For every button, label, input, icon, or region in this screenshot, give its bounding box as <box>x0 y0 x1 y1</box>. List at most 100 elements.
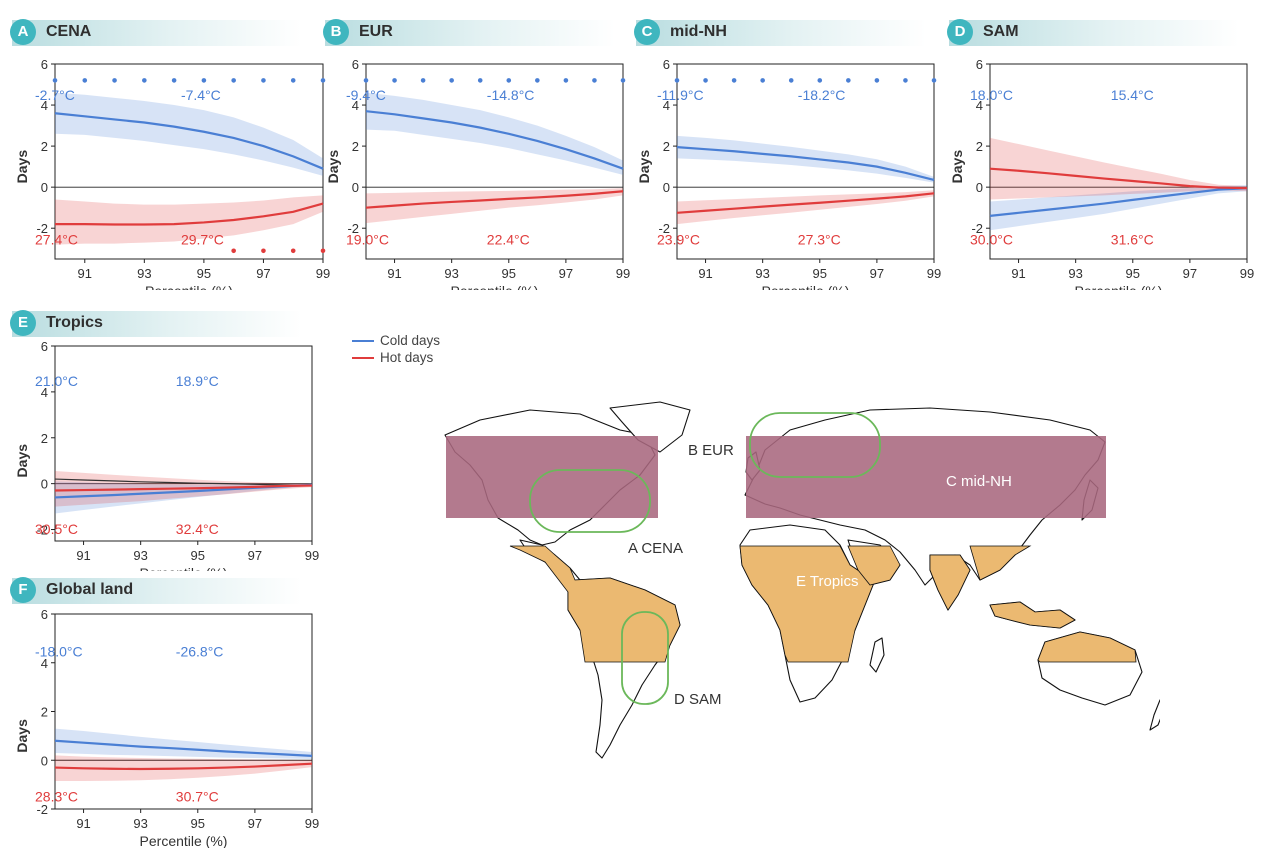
y-axis-label: Days <box>636 150 652 184</box>
panel-title: Tropics <box>46 314 103 331</box>
panel-badge: A <box>10 19 36 45</box>
y-axis-label: Days <box>14 719 30 753</box>
cold-days-line <box>365 110 624 170</box>
x-tick-label: 93 <box>1068 266 1082 281</box>
y-tick-label: -2 <box>36 802 48 817</box>
hot-temp-left: 28.3°C <box>35 789 78 805</box>
hot-days-line <box>54 484 313 492</box>
chart-midnh: -2 0 2 4 6 91 93 95 97 99 Percentile (%) Days -11.9°… <box>636 57 941 290</box>
cold-significance-dot <box>535 78 540 83</box>
cold-days-line <box>54 739 313 757</box>
x-axis-label: Percentile (%) <box>140 565 228 571</box>
x-tick-label: 91 <box>698 266 712 281</box>
hot-days-line <box>989 167 1248 190</box>
y-axis-label: Days <box>949 150 965 184</box>
cold-significance-dot <box>563 78 569 83</box>
plot-frame <box>54 63 324 260</box>
x-axis-label: Percentile (%) <box>140 833 228 848</box>
panel-badge: C <box>634 19 660 45</box>
label-tropics: E Tropics <box>796 573 859 590</box>
cold-significance-dot <box>477 78 483 83</box>
label-sam: D SAM <box>674 691 722 708</box>
cold-significance-dot <box>112 78 117 83</box>
legend: Cold days Hot days <box>352 332 440 366</box>
hot-temp-right: 32.4°C <box>176 521 219 537</box>
hot-days-line <box>676 192 935 214</box>
x-tick-label: 99 <box>1240 266 1254 281</box>
y-tick-label: 4 <box>663 98 670 113</box>
hot-days-line <box>365 190 624 209</box>
x-tick-label: 91 <box>1011 266 1025 281</box>
y-tick-label: 6 <box>352 57 359 72</box>
cold-significance-dot <box>788 78 794 83</box>
cold-temp-right: 18.9°C <box>176 373 219 389</box>
legend-item-cold: Cold days <box>352 332 440 349</box>
x-tick-label: 97 <box>256 266 270 281</box>
x-axis-label: Percentile (%) <box>762 283 850 290</box>
hot-temp-left: 30.0°C <box>970 232 1013 248</box>
panel-badge: D <box>947 19 973 45</box>
hot-days-line <box>54 762 313 771</box>
hot-temp-right: 27.3°C <box>798 232 841 248</box>
panel-header <box>12 20 302 46</box>
cold-significance-dot <box>760 78 765 83</box>
cold-temp-right: -14.8°C <box>487 87 535 103</box>
x-tick-label: 93 <box>133 816 147 831</box>
cold-significance-dot <box>449 78 454 83</box>
x-tick-label: 95 <box>502 266 516 281</box>
y-tick-label: 0 <box>41 180 48 195</box>
hot-temp-left: 19.0°C <box>346 232 389 248</box>
y-tick-label: -2 <box>36 523 48 538</box>
y-tick-label: 6 <box>663 57 670 72</box>
cold-significance-dot <box>674 78 680 83</box>
y-tick-label: 4 <box>976 98 983 113</box>
cold-temp-left: 21.0°C <box>35 373 78 389</box>
x-tick-label: 91 <box>76 816 90 831</box>
cold-significance-dot <box>201 78 207 83</box>
panel-d: D SAM -2 0 2 4 6 91 93 95 97 99 Percentile (%) Days… <box>947 19 1265 290</box>
cold-significance-dot <box>231 78 236 83</box>
sam-outline <box>621 611 669 705</box>
cold-days-line <box>989 187 1248 217</box>
cold-significance-dot <box>142 78 147 83</box>
cena-outline <box>529 469 651 533</box>
cold-significance-dot <box>874 78 880 83</box>
x-tick-label: 95 <box>191 548 205 563</box>
x-tick-label: 93 <box>755 266 769 281</box>
y-tick-label: 2 <box>41 139 48 154</box>
panel-header <box>12 311 302 337</box>
y-tick-label: 2 <box>976 139 983 154</box>
x-tick-label: 99 <box>927 266 941 281</box>
cold-significance-dot <box>817 78 823 83</box>
cold-significance-dot <box>392 78 397 83</box>
cold-days-line <box>676 146 935 182</box>
panel-header <box>12 578 302 604</box>
cold-temp-left: 18.0°C <box>970 87 1013 103</box>
y-tick-label: 4 <box>41 98 48 113</box>
cold-temp-right: -7.4°C <box>181 87 221 103</box>
x-tick-label: 97 <box>1183 266 1197 281</box>
y-tick-label: 6 <box>41 339 48 354</box>
cold-temp-left: -2.7°C <box>35 87 75 103</box>
tropics-overlay-asia <box>847 545 1137 663</box>
panel-title: EUR <box>359 23 393 40</box>
hot-temp-right: 30.7°C <box>176 789 219 805</box>
legend-swatch-hot <box>352 356 374 359</box>
y-tick-label: -2 <box>36 221 48 236</box>
tropics-overlay <box>509 545 681 663</box>
x-axis-label: Percentile (%) <box>451 283 539 290</box>
cold-significance-dot <box>420 78 426 83</box>
y-tick-label: 0 <box>41 477 48 492</box>
cold-significance-dot <box>592 78 597 83</box>
hot-uncertainty-band <box>55 195 323 245</box>
madagascar <box>869 637 885 673</box>
cold-temp-left: -11.9°C <box>657 87 704 103</box>
greenland <box>609 401 691 453</box>
label-eur: B EUR <box>688 442 734 459</box>
y-tick-label: 2 <box>663 139 670 154</box>
x-tick-label: 99 <box>616 266 630 281</box>
cold-uncertainty-band <box>55 92 323 176</box>
hot-significance-dot <box>231 248 236 254</box>
y-axis-label: Days <box>325 150 341 184</box>
plot-frame <box>989 63 1248 260</box>
